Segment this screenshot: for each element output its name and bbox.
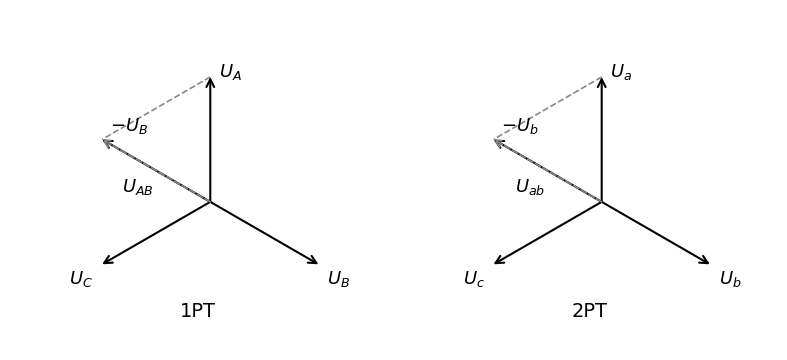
Text: $-U_b$: $-U_b$ (501, 116, 538, 136)
Text: $U_b$: $U_b$ (719, 269, 741, 289)
Text: $U_a$: $U_a$ (611, 62, 633, 82)
Text: $U_{ab}$: $U_{ab}$ (515, 177, 545, 197)
Text: $U_A$: $U_A$ (219, 62, 242, 82)
Text: $U_c$: $U_c$ (463, 269, 485, 289)
Text: 1PT: 1PT (179, 302, 216, 321)
Text: 2PT: 2PT (571, 302, 608, 321)
Text: $-U_B$: $-U_B$ (109, 116, 148, 136)
Text: $U_C$: $U_C$ (69, 269, 94, 289)
Text: $U_{AB}$: $U_{AB}$ (123, 177, 154, 197)
Text: $U_B$: $U_B$ (327, 269, 350, 289)
